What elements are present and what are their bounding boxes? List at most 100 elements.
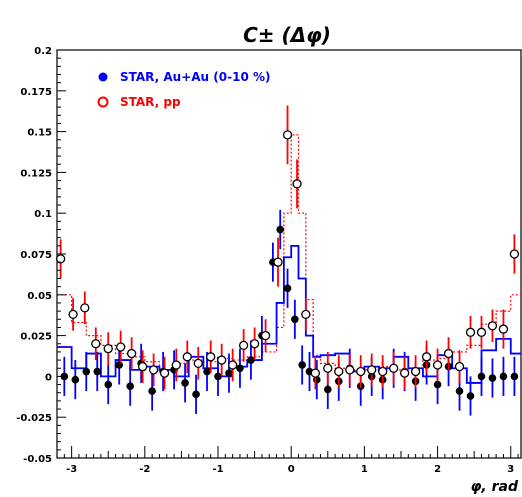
pp-point: [249, 339, 260, 349]
y-tick-label: 0.05: [27, 291, 52, 302]
pp-point: [476, 327, 487, 337]
auau-point: [225, 369, 233, 377]
y-tick-label: 0.2: [34, 46, 52, 57]
auau-point: [488, 374, 497, 382]
pp-point: [206, 352, 216, 362]
y-tick-label: 0.175: [20, 87, 52, 98]
legend-auau-label: STAR, Au+Au (0-10 %): [120, 70, 270, 84]
auau-point: [433, 380, 442, 389]
auau-point: [510, 372, 519, 381]
pp-point: [80, 303, 90, 313]
x-tick-label: 3: [507, 464, 514, 475]
auau-point: [276, 225, 285, 234]
pp-point: [193, 358, 203, 368]
pp-point: [137, 361, 148, 372]
auau-point: [148, 387, 156, 395]
pp-point: [487, 321, 498, 331]
auau-point: [455, 387, 464, 395]
y-tick-label: 0.1: [34, 209, 52, 220]
auau-point: [477, 372, 486, 381]
auau-point: [192, 390, 200, 399]
y-tick-label: 0.125: [20, 168, 52, 179]
pp-point: [498, 324, 509, 334]
y-tick-label: 0.075: [20, 250, 52, 261]
pp-point: [148, 365, 159, 375]
pp-point: [509, 249, 520, 259]
x-tick-label: -1: [212, 464, 223, 475]
auau-point: [291, 315, 299, 324]
pp-point: [116, 342, 126, 352]
pp-point: [443, 348, 454, 359]
auau-point: [214, 372, 222, 381]
pp-point: [389, 363, 399, 373]
pp-point: [432, 360, 443, 370]
pp-point: [103, 344, 113, 354]
legend-auau-marker: [98, 72, 108, 82]
pp-point: [410, 366, 421, 377]
x-tick-label: 2: [434, 464, 441, 475]
pp-point: [367, 365, 377, 375]
y-tick-label: -0.025: [16, 413, 52, 424]
data-points: [56, 105, 520, 416]
x-tick-label: 0: [288, 464, 295, 475]
auau-histogram-line: [57, 244, 521, 384]
auau-point: [126, 382, 134, 390]
pp-point: [171, 360, 181, 370]
chart-title: C± (Δφ): [243, 23, 331, 47]
pp-point: [126, 348, 137, 359]
auau-point: [499, 372, 508, 381]
auau-point: [181, 379, 189, 387]
auau-point: [247, 356, 255, 364]
pp-point: [56, 254, 66, 264]
auau-point: [115, 361, 124, 369]
auau-point: [236, 364, 244, 373]
y-tick-label: 0.15: [27, 128, 52, 139]
pp-point: [399, 368, 410, 378]
auau-point: [298, 361, 306, 369]
legend: STAR, Au+Au (0-10 %) STAR, pp: [97, 70, 270, 109]
pp-point: [345, 365, 355, 375]
pp-point: [378, 366, 388, 377]
x-tick-label: -2: [139, 464, 150, 475]
auau-point: [323, 385, 332, 394]
pp-histogram-line: [57, 134, 521, 371]
legend-pp-label: STAR, pp: [120, 95, 181, 109]
auau-point: [283, 284, 292, 293]
x-axis-label: φ, rad: [470, 479, 518, 495]
pp-point: [68, 309, 78, 320]
auau-point: [93, 367, 102, 376]
pp-point: [356, 366, 366, 377]
pp-point: [292, 179, 302, 189]
pp-reference-histogram: [57, 134, 521, 371]
auau-point: [82, 367, 91, 376]
pp-point: [182, 352, 192, 362]
pp-point: [238, 340, 249, 351]
pp-point: [227, 360, 238, 370]
x-tick-label: 1: [361, 464, 368, 475]
auau-point: [104, 380, 113, 389]
pp-point: [273, 257, 283, 267]
pp-point: [454, 361, 465, 372]
y-tick-label: -0.05: [23, 454, 52, 465]
pp-point: [334, 366, 344, 377]
auau-point: [71, 375, 80, 384]
pp-point: [465, 327, 476, 337]
pp-point: [301, 309, 311, 320]
pp-point: [91, 339, 101, 349]
pp-point: [323, 363, 333, 373]
auau-point: [203, 367, 211, 376]
pp-point: [159, 368, 170, 378]
y-tick-label: 0.025: [20, 332, 52, 343]
pp-point: [310, 368, 320, 378]
pp-point: [282, 130, 293, 140]
x-tick-label: -3: [66, 464, 77, 475]
auau-reference-histogram: [57, 244, 521, 384]
auau-point: [466, 392, 475, 400]
axes: -0.05 -0.025 0 0.025 0.05 0.075 0.1 0.125 0.15 0.…: [16, 46, 519, 475]
pp-point: [217, 355, 227, 365]
plot-border: [56, 49, 522, 459]
legend-pp-marker: [97, 96, 109, 108]
pp-point: [421, 352, 432, 362]
y-tick-label: 0: [45, 372, 52, 383]
